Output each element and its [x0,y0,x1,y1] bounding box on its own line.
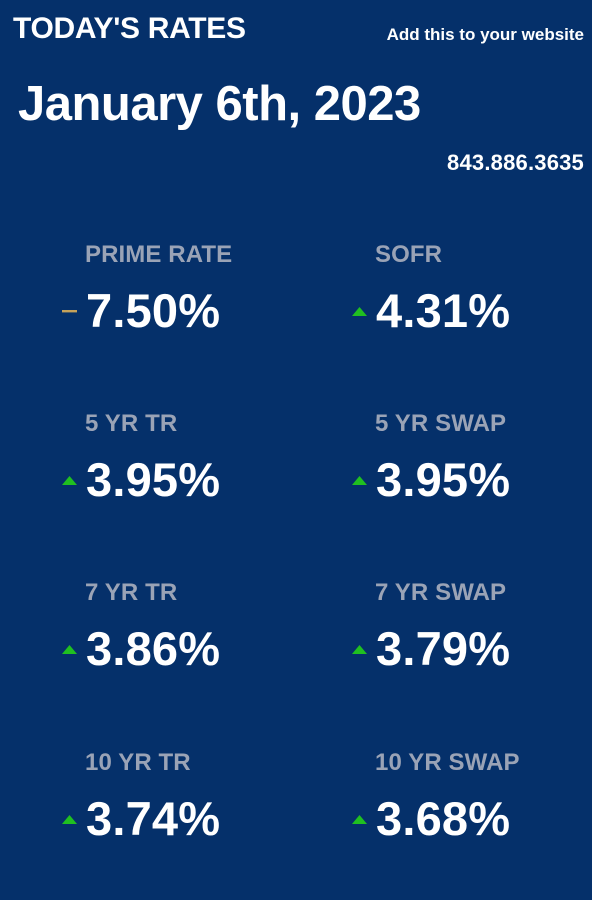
rate-value: 3.86% [86,622,221,675]
rate-label: 7 YR SWAP [375,579,507,606]
rate-value: 3.79% [376,622,511,675]
rate-card-5yr-swap: 5 YR SWAP 3.95% [351,412,592,522]
rate-value: 3.95% [86,453,221,506]
rate-card-7yr-swap: 7 YR SWAP 3.79% [351,581,592,691]
up-arrow-icon [61,644,78,655]
rate-value: 4.31% [376,284,511,337]
add-to-website-link[interactable]: Add this to your website [386,25,584,44]
rate-card-sofr: SOFR 4.31% [351,243,592,353]
page-title: TODAY'S RATES [13,12,246,45]
rate-value: 3.68% [376,792,511,845]
up-arrow-icon [351,475,368,486]
rate-card-10yr-tr: 10 YR TR 3.74% [61,751,311,861]
phone-number: 843.886.3635 [447,150,584,175]
rate-label: 10 YR TR [85,749,191,776]
rate-label: 5 YR SWAP [375,410,507,437]
rates-date: January 6th, 2023 [18,77,421,131]
rate-label: 5 YR TR [85,410,178,437]
up-arrow-icon [351,814,368,825]
rate-label: PRIME RATE [85,241,233,268]
rate-card-5yr-tr: 5 YR TR 3.95% [61,412,311,522]
up-arrow-icon [351,306,368,317]
up-arrow-icon [61,814,78,825]
up-arrow-icon [61,475,78,486]
up-arrow-icon [351,644,368,655]
rate-card-10yr-swap: 10 YR SWAP 3.68% [351,751,592,861]
rate-card-prime-rate: PRIME RATE 7.50% [61,243,311,353]
rate-label: 7 YR TR [85,579,178,606]
rate-value: 7.50% [86,284,221,337]
rate-card-7yr-tr: 7 YR TR 3.86% [61,581,311,691]
rate-value: 3.95% [376,453,511,506]
rate-label: SOFR [375,241,443,268]
dash-icon [61,306,78,317]
rate-label: 10 YR SWAP [375,749,520,776]
rate-value: 3.74% [86,792,221,845]
